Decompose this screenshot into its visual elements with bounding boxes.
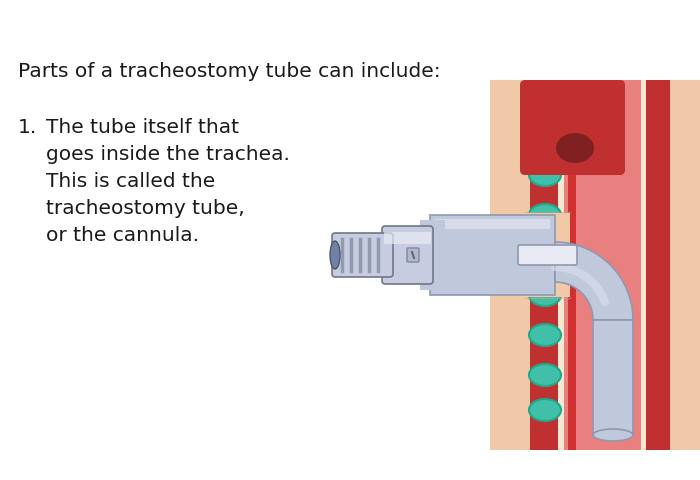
Bar <box>595 80 598 450</box>
Bar <box>661 80 664 450</box>
Bar <box>607 80 610 450</box>
Bar <box>420 220 445 290</box>
Bar <box>634 80 637 450</box>
Bar <box>435 219 550 229</box>
Ellipse shape <box>529 129 561 151</box>
Bar <box>658 80 661 450</box>
Bar <box>631 80 634 450</box>
Bar <box>619 80 622 450</box>
Text: tracheostomy tube,: tracheostomy tube, <box>46 199 245 218</box>
Ellipse shape <box>556 133 594 163</box>
Text: This is called the: This is called the <box>46 172 216 191</box>
Bar <box>490 80 700 450</box>
Bar <box>586 80 589 450</box>
Bar <box>664 80 667 450</box>
Bar <box>616 80 619 450</box>
Bar <box>583 80 586 450</box>
Bar <box>641 80 646 450</box>
Text: Parts of a tracheostomy tube can include:: Parts of a tracheostomy tube can include… <box>18 62 440 81</box>
Ellipse shape <box>533 108 557 128</box>
Bar <box>628 80 631 450</box>
Ellipse shape <box>536 89 554 107</box>
FancyBboxPatch shape <box>382 226 433 284</box>
Ellipse shape <box>529 244 561 266</box>
Bar <box>592 80 595 450</box>
Bar <box>670 80 673 450</box>
Bar <box>558 80 564 450</box>
Bar <box>625 80 628 450</box>
FancyBboxPatch shape <box>520 80 625 175</box>
Text: goes inside the trachea.: goes inside the trachea. <box>46 145 290 164</box>
Ellipse shape <box>529 284 561 306</box>
Bar <box>610 80 613 450</box>
FancyBboxPatch shape <box>407 248 419 262</box>
Bar <box>530 80 560 450</box>
FancyBboxPatch shape <box>384 232 431 244</box>
Ellipse shape <box>330 241 340 269</box>
Text: or the cannula.: or the cannula. <box>46 226 199 245</box>
Bar <box>622 80 625 450</box>
Bar <box>589 80 592 450</box>
FancyBboxPatch shape <box>518 245 577 265</box>
Ellipse shape <box>529 164 561 186</box>
Text: 1.: 1. <box>18 118 37 137</box>
Bar <box>593 320 633 435</box>
Bar <box>604 80 607 450</box>
Bar <box>598 80 601 450</box>
Bar <box>640 80 643 450</box>
Bar <box>645 80 670 450</box>
Bar <box>667 80 670 450</box>
Bar <box>649 80 652 450</box>
Bar <box>637 80 640 450</box>
Bar <box>655 80 658 450</box>
Ellipse shape <box>529 204 561 226</box>
FancyBboxPatch shape <box>332 233 393 277</box>
Bar <box>670 80 700 450</box>
Ellipse shape <box>593 429 633 441</box>
Ellipse shape <box>529 364 561 386</box>
Bar <box>430 215 555 295</box>
Ellipse shape <box>529 324 561 346</box>
Bar <box>490 80 530 450</box>
Text: The tube itself that: The tube itself that <box>46 118 239 137</box>
Bar <box>643 80 646 450</box>
Bar <box>652 80 655 450</box>
Polygon shape <box>555 242 633 320</box>
Bar <box>601 80 604 450</box>
Bar <box>560 80 645 450</box>
Bar <box>525 213 570 297</box>
Bar <box>568 80 576 450</box>
Bar <box>613 80 616 450</box>
Bar <box>646 80 649 450</box>
Ellipse shape <box>529 399 561 421</box>
